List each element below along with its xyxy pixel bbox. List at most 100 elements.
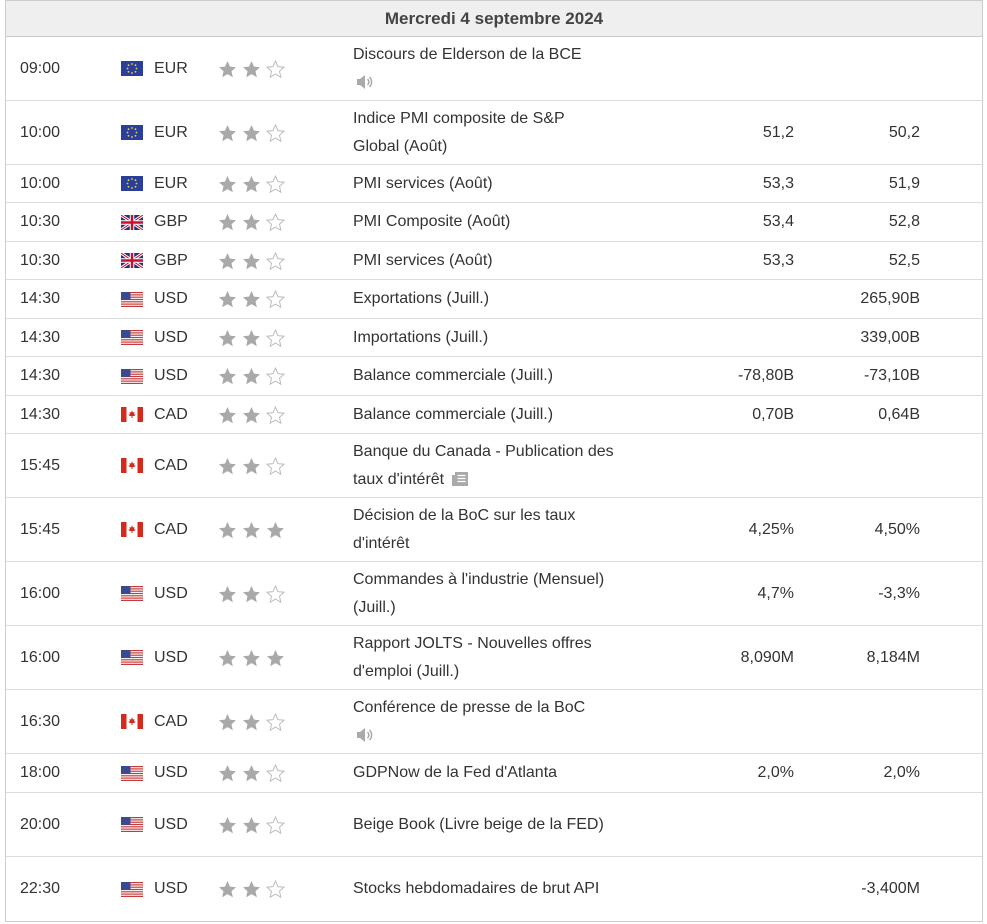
- time: 10:00: [20, 123, 61, 141]
- event-row: 14:30 USD Importations (Juill.) 339,00B: [6, 319, 982, 357]
- importance: [218, 396, 353, 433]
- event-row: 15:45 CAD Décision de la BoC sur les taux …: [6, 498, 982, 562]
- event-cell: Discours de Elderson de la BCE: [353, 41, 615, 97]
- star: [243, 329, 260, 346]
- forecast: 4,7%: [757, 584, 794, 602]
- forecast: 2,0%: [757, 764, 794, 781]
- star: [243, 765, 260, 782]
- previous: 8,184M: [866, 648, 920, 666]
- previous: 2,0%: [883, 764, 920, 781]
- currency: USD: [154, 815, 188, 833]
- forecast: 8,090M: [740, 648, 794, 666]
- previous: [794, 37, 920, 100]
- star: [219, 881, 236, 898]
- event: Beige Book (Livre beige de la FED): [353, 815, 604, 833]
- event-cell: Balance commerciale (Juill.): [353, 362, 615, 390]
- event-cell: Décision de la BoC sur les taux d'intérê…: [353, 502, 615, 558]
- importance: [218, 434, 353, 497]
- previous: 52,5: [888, 251, 920, 269]
- importance: [218, 101, 353, 164]
- forecast: -78,80B: [737, 367, 794, 384]
- event: PMI services (Août): [353, 251, 493, 269]
- event: Banque du Canada - Publication des taux …: [353, 442, 614, 488]
- flag: [121, 369, 143, 384]
- currency: GBP: [154, 213, 188, 230]
- flag: [121, 817, 143, 832]
- star: [219, 457, 236, 474]
- currency-cell: GBP: [121, 242, 218, 279]
- star: [219, 60, 236, 77]
- icon: [355, 727, 373, 743]
- event-cell: Commandes à l'industrie (Mensuel) (Juill…: [353, 566, 615, 622]
- forecast: [615, 434, 794, 497]
- importance: [218, 857, 353, 921]
- event-row: 10:30 GBP PMI Composite (Août) 53,4 52,8: [6, 203, 982, 242]
- currency-cell: CAD: [121, 498, 218, 561]
- importance: [218, 280, 353, 318]
- time: 20:00: [20, 815, 61, 833]
- time: 10:30: [20, 251, 61, 269]
- currency-cell: EUR: [121, 101, 218, 164]
- currency: USD: [154, 328, 188, 346]
- time: 14:30: [20, 405, 61, 423]
- time: 15:45: [20, 520, 61, 538]
- star: [266, 712, 285, 731]
- forecast: [615, 857, 794, 921]
- flag: [121, 330, 143, 345]
- star: [266, 174, 285, 193]
- importance: [218, 357, 353, 395]
- star: [219, 124, 236, 141]
- star: [243, 368, 260, 385]
- time: 14:30: [20, 290, 61, 307]
- flag: [121, 125, 143, 140]
- star: [219, 521, 236, 538]
- star: [219, 406, 236, 423]
- event: Conférence de presse de la BoC: [353, 698, 586, 716]
- previous: -3,3%: [878, 584, 920, 602]
- flag: [121, 61, 143, 76]
- currency: GBP: [154, 251, 188, 269]
- importance: [218, 754, 353, 792]
- previous: -3,400M: [861, 880, 920, 897]
- event-row: 16:30 CAD Conférence de presse de la BoC: [6, 690, 982, 754]
- event: Balance commerciale (Juill.): [353, 367, 554, 384]
- currency-cell: CAD: [121, 396, 218, 433]
- star: [266, 405, 285, 424]
- star: [219, 214, 236, 231]
- currency: CAD: [154, 520, 188, 538]
- event-cell: Indice PMI composite de S&P Global (Août…: [353, 105, 615, 161]
- currency: CAD: [154, 456, 188, 474]
- star: [243, 649, 260, 666]
- event-row: 10:00 EUR PMI services (Août) 53,3 51,9: [6, 165, 982, 203]
- time: 14:30: [20, 328, 61, 346]
- forecast: [615, 319, 794, 356]
- event-row: 18:00 USD GDPNow de la Fed d'Atlanta 2,0% 2,…: [6, 754, 982, 793]
- currency: USD: [154, 290, 188, 307]
- star: [266, 764, 285, 782]
- forecast: 4,25%: [748, 520, 794, 538]
- previous: 50,2: [888, 123, 920, 141]
- importance: [218, 498, 353, 561]
- star: [243, 521, 260, 538]
- previous: 52,8: [888, 213, 920, 230]
- currency: CAD: [154, 405, 188, 423]
- event-row: 22:30 USD Stocks hebdomadaires de brut API…: [6, 857, 982, 921]
- event-cell: Rapport JOLTS - Nouvelles offres d'emplo…: [353, 630, 615, 686]
- forecast: 0,70B: [752, 405, 794, 423]
- event-cell: Stocks hebdomadaires de brut API: [353, 875, 615, 903]
- previous: 0,64B: [878, 405, 920, 423]
- star: [243, 214, 260, 231]
- star: [266, 328, 285, 347]
- flag: [121, 766, 143, 781]
- event-row: 14:30 USD Exportations (Juill.) 265,90B: [6, 280, 982, 319]
- event: Commandes à l'industrie (Mensuel) (Juill…: [353, 570, 605, 616]
- currency: USD: [154, 367, 188, 384]
- time: 16:30: [20, 712, 61, 730]
- star: [219, 765, 236, 782]
- previous: [794, 690, 920, 753]
- importance: [218, 626, 353, 689]
- currency: USD: [154, 584, 188, 602]
- time: 09:00: [20, 59, 61, 77]
- currency-cell: CAD: [121, 690, 218, 753]
- event: PMI Composite (Août): [353, 213, 511, 230]
